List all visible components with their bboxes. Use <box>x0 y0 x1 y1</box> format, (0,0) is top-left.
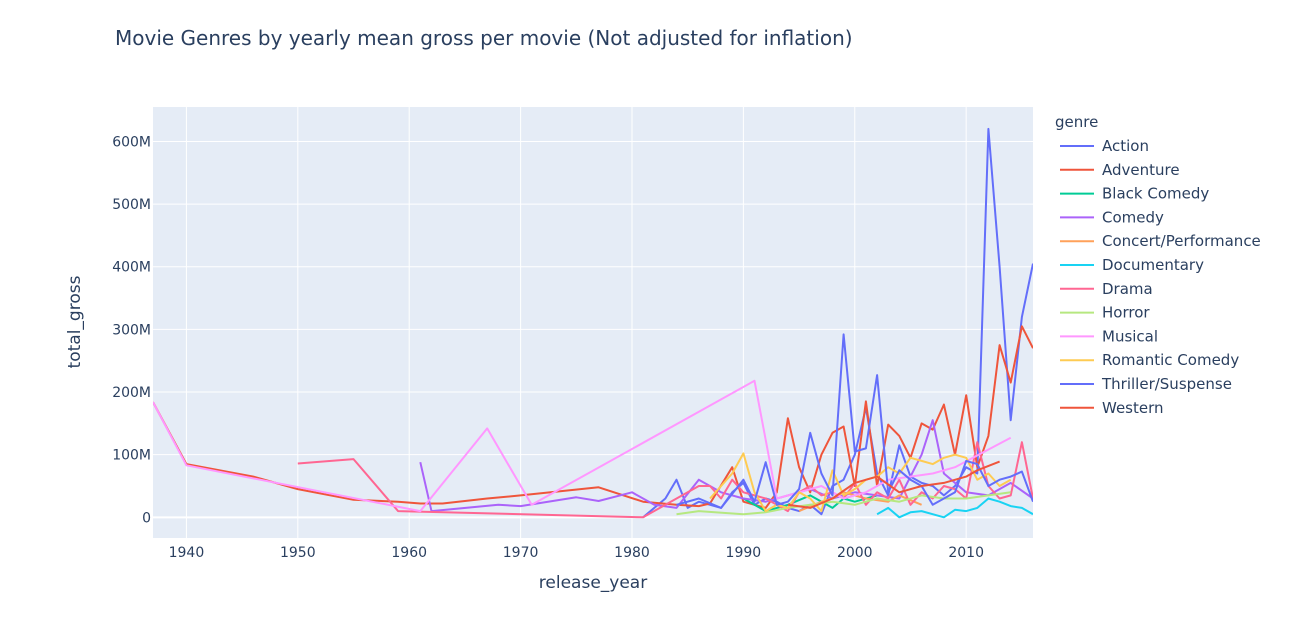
y-tick-label: 200M <box>112 385 151 401</box>
y-tick-label: 400M <box>112 260 151 276</box>
y-tick-label: 600M <box>112 134 151 150</box>
x-tick-label: 2000 <box>837 545 873 561</box>
plot-area[interactable] <box>153 127 1034 519</box>
x-tick-label: 1970 <box>503 545 539 561</box>
y-tick-label: 100M <box>112 448 151 464</box>
chart-title: Movie Genres by yearly mean gross per mo… <box>115 26 853 50</box>
legend-item-drama[interactable]: Drama <box>1060 280 1153 298</box>
legend-label: Black Comedy <box>1102 185 1209 203</box>
x-tick-label: 1960 <box>391 545 427 561</box>
x-tick-label: 1990 <box>726 545 762 561</box>
legend-item-horror[interactable]: Horror <box>1060 304 1150 322</box>
y-axis-title: total_gross <box>65 275 85 368</box>
legend-label: Action <box>1102 137 1149 155</box>
x-axis-ticks: 1940 1950 1960 1970 1980 1990 2000 2010 <box>169 545 984 561</box>
series-line-thriller-suspense[interactable] <box>676 333 1034 509</box>
x-tick-label: 1950 <box>280 545 316 561</box>
legend-item-comedy[interactable]: Comedy <box>1060 208 1164 226</box>
y-tick-label: 0 <box>142 510 151 526</box>
x-tick-label: 1940 <box>169 545 205 561</box>
legend-label: Documentary <box>1102 256 1204 274</box>
legend-item-black-comedy[interactable]: Black Comedy <box>1060 185 1209 203</box>
series-line-horror[interactable] <box>676 491 1011 516</box>
y-axis-ticks: 0 100M 200M 300M 400M 500M 600M <box>112 134 151 526</box>
legend-label: Concert/Performance <box>1102 232 1261 250</box>
y-tick-label: 300M <box>112 322 151 338</box>
legend-label: Drama <box>1102 280 1153 298</box>
legend-item-adventure[interactable]: Adventure <box>1060 161 1180 179</box>
gridlines <box>153 107 1033 538</box>
legend-label: Horror <box>1102 304 1150 322</box>
y-tick-label: 500M <box>112 197 151 213</box>
x-axis-title: release_year <box>539 573 647 593</box>
legend-label: Thriller/Suspense <box>1101 375 1232 393</box>
legend-label: Musical <box>1102 327 1158 345</box>
legend-label: Romantic Comedy <box>1102 351 1239 369</box>
series-line-documentary[interactable] <box>876 497 1033 519</box>
legend-item-western[interactable]: Western <box>1060 399 1164 417</box>
legend-item-romantic-comedy[interactable]: Romantic Comedy <box>1060 351 1239 369</box>
legend-item-action[interactable]: Action <box>1060 137 1149 155</box>
legend-item-thriller-suspense[interactable]: Thriller/Suspense <box>1060 375 1232 393</box>
x-tick-label: 2010 <box>948 545 984 561</box>
legend-label: Comedy <box>1102 208 1164 226</box>
legend-item-musical[interactable]: Musical <box>1060 327 1158 345</box>
legend-title: genre <box>1055 113 1098 131</box>
legend-label: Adventure <box>1102 161 1180 179</box>
x-tick-label: 1980 <box>614 545 650 561</box>
legend[interactable]: Action Adventure Black Comedy Comedy Concert… <box>1060 137 1261 417</box>
legend-item-concert-performance[interactable]: Concert/Performance <box>1060 232 1261 250</box>
series-line-western[interactable] <box>787 460 1000 509</box>
legend-label: Western <box>1102 399 1164 417</box>
legend-item-documentary[interactable]: Documentary <box>1060 256 1204 274</box>
plot-background <box>153 107 1033 538</box>
